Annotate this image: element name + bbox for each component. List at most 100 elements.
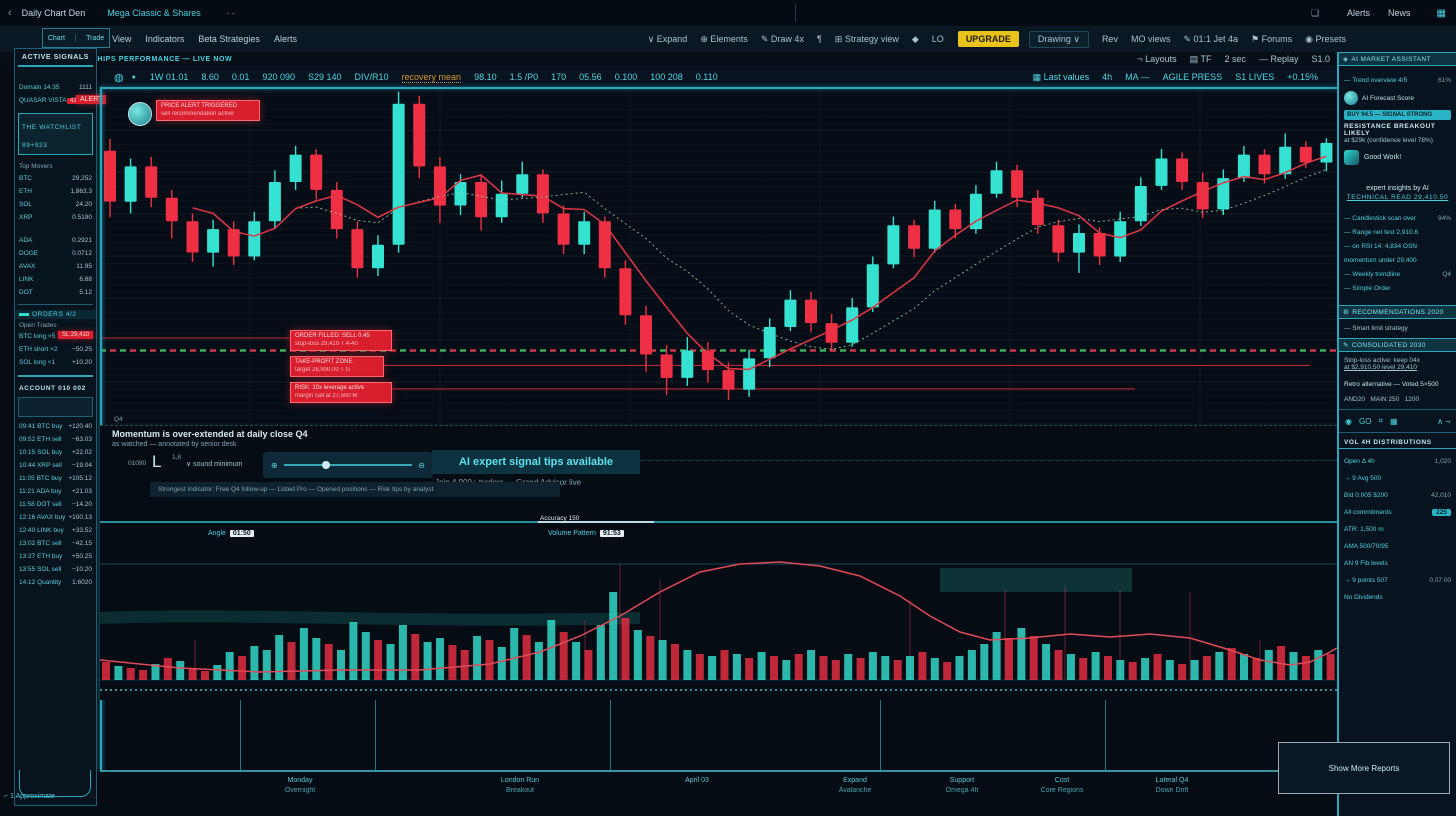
- price-alert-box[interactable]: PRICE ALERT TRIGGERED sell recommendatio…: [156, 100, 260, 121]
- ticker-secondary-item[interactable]: ▦ Last values: [1032, 71, 1090, 82]
- slider-plus-icon[interactable]: ⊖: [418, 460, 425, 470]
- list-item[interactable]: BTC 29,252: [15, 172, 96, 185]
- ribbon-item[interactable]: ▤ TF: [1189, 53, 1212, 64]
- back-icon[interactable]: ‹: [8, 7, 12, 19]
- tab-overflow-dots-icon[interactable]: · ·: [226, 8, 236, 18]
- list-item[interactable]: LINK 6.88: [15, 273, 96, 286]
- rp-item[interactable]: — Weekly trendline Q4: [1339, 267, 1456, 281]
- list-item[interactable]: 11:58 DOT sell −14.20: [15, 498, 96, 511]
- axis-label[interactable]: Lateral Q4 Down Drift: [1155, 777, 1189, 794]
- rp-tool-icon[interactable]: ⌗: [1378, 416, 1383, 425]
- list-item[interactable]: 12:16 AVAX buy +100.13: [15, 511, 96, 524]
- list-item[interactable]: 11:21 ADA buy +21.03: [15, 485, 96, 498]
- candlestick-chart[interactable]: PRICE ALERT TRIGGERED sell recommendatio…: [100, 88, 1337, 425]
- ribbon-item[interactable]: 2 sec: [1224, 54, 1246, 64]
- menu-item[interactable]: Indicators: [145, 34, 185, 44]
- list-item[interactable]: SOL long ×1 +10.20: [15, 356, 96, 369]
- toolbar-right-item[interactable]: ✎ 01:1 Jet 4a: [1183, 33, 1239, 44]
- tool-item[interactable]: ¶: [816, 34, 822, 44]
- risk-box[interactable]: RISK: 10x leverage active margin call at…: [290, 382, 392, 403]
- account-filter-input[interactable]: [18, 397, 93, 417]
- ticker-secondary-item[interactable]: +0.15%: [1287, 72, 1318, 82]
- menu-item[interactable]: View: [112, 34, 132, 44]
- upgrade-button[interactable]: UPGRADE: [957, 31, 1019, 47]
- tab-trade[interactable]: Trade: [86, 34, 105, 42]
- slider-minus-icon[interactable]: ⊕: [271, 460, 278, 470]
- rp-sec3[interactable]: ✎ CONSOLIDATED 2030: [1339, 338, 1456, 352]
- rp-item[interactable]: — Candlestick scan over 94%: [1339, 211, 1456, 225]
- collapse-icon[interactable]: ∧ ¬: [1437, 416, 1450, 426]
- rp-item[interactable]: — on RSI 14: 4,834 OSN: [1339, 239, 1456, 253]
- list-item[interactable]: ADA 0.2921: [15, 234, 96, 247]
- tool-item[interactable]: ⊕ Elements: [700, 33, 748, 44]
- axis-label[interactable]: London Run Breakout: [500, 777, 540, 794]
- signal-pill[interactable]: BUY 94.5 — SIGNAL STRONG: [1344, 110, 1451, 120]
- list-item[interactable]: ETH short ×2 −50.25: [15, 343, 96, 356]
- list-item[interactable]: XRP 0.5190: [15, 211, 96, 224]
- rp-link[interactable]: TECHNICAL READ 29,410.50: [1346, 194, 1449, 201]
- ribbon-item[interactable]: ¬ Layouts: [1137, 54, 1177, 64]
- rp-item2[interactable]: — Smart limit strategy: [1344, 325, 1408, 332]
- rp-tool-icon[interactable]: ▦: [1389, 416, 1398, 426]
- zoom-slider[interactable]: ⊕ ⊖: [263, 452, 433, 478]
- order-filled-box[interactable]: ORDER FILLED: SELL 0.45 stop-loss 29,410…: [290, 330, 392, 351]
- drawing-dropdown[interactable]: Drawing ∨: [1028, 30, 1089, 48]
- tool-item[interactable]: ◆: [911, 33, 919, 44]
- axis-label[interactable]: Monday Overnight: [284, 777, 316, 794]
- list-item[interactable]: 09:52 ETH sell −63.03: [15, 433, 96, 446]
- toolbar-right-item[interactable]: ◉ Presets: [1305, 33, 1346, 44]
- minimum-dropdown[interactable]: ∨ sound minimum: [186, 461, 243, 468]
- rp-item[interactable]: — Simple Order: [1339, 281, 1456, 295]
- panel-icon[interactable]: ❑: [1310, 7, 1320, 18]
- list-item[interactable]: DOT 5.12: [15, 286, 96, 299]
- axis-label[interactable]: April 03: [685, 777, 709, 784]
- tool-item[interactable]: LO: [931, 34, 944, 44]
- toolbar-right-item[interactable]: Rev: [1101, 34, 1118, 44]
- list-item[interactable]: 11:05 BTC buy +105.12: [15, 472, 96, 485]
- list-item[interactable]: AVAX 11.95: [15, 260, 96, 273]
- rp-line4[interactable]: at $2,910.50 level 29,410: [1344, 364, 1418, 371]
- list-item[interactable]: 10:44 XRP sell −19.04: [15, 459, 96, 472]
- list-item[interactable]: 13:27 ETH buy +50.25: [15, 550, 96, 563]
- orders-row[interactable]: ORDERS 4/2: [15, 310, 96, 319]
- menu-item[interactable]: Beta Strategies: [198, 34, 260, 44]
- ticker-secondary-item[interactable]: 4h: [1102, 72, 1113, 82]
- list-item[interactable]: 13:02 BTC sell −42.15: [15, 537, 96, 550]
- tab-symbol[interactable]: Mega Classic & Shares: [107, 8, 201, 18]
- list-item[interactable]: 13:55 SOL sell −10.20: [15, 563, 96, 576]
- list-item[interactable]: SOL 24.20: [15, 198, 96, 211]
- list-item[interactable]: 09:41 BTC buy +120.40: [15, 420, 96, 433]
- stoploss-tag[interactable]: SL 29,410: [58, 331, 94, 339]
- rp-tool-icon[interactable]: GO: [1358, 416, 1372, 426]
- take-profit-box[interactable]: TAKE-PROFIT ZONE target 28,900.00 T G: [290, 356, 384, 377]
- ai-tips-button[interactable]: AI expert signal tips available: [432, 450, 640, 474]
- axis-label[interactable]: Cost Core Regions: [1040, 777, 1084, 794]
- alert-tag[interactable]: ALERT: [76, 95, 107, 104]
- rp-header[interactable]: ◈ AI MARKET ASSISTANT: [1339, 52, 1456, 66]
- list-item[interactable]: Domain 14.35 1111: [15, 81, 96, 94]
- news-link[interactable]: News: [1388, 8, 1411, 18]
- list-item[interactable]: ETH 1,863.3: [15, 185, 96, 198]
- ribbon-item[interactable]: — Replay: [1258, 54, 1299, 64]
- draw-tool-icon[interactable]: L: [152, 452, 162, 471]
- alert-marker-icon[interactable]: [128, 102, 152, 126]
- volume-pane[interactable]: Accuracy 150 Angle 01:50 Volume Pattern …: [100, 515, 1337, 700]
- rp-tool-icon[interactable]: ◉: [1345, 416, 1352, 426]
- toolbar-right-item[interactable]: ⚑ Forums: [1251, 33, 1293, 44]
- tool-item[interactable]: ∨ Expand: [647, 33, 688, 44]
- list-item[interactable]: 14:12 Quantity 1.6020: [15, 576, 96, 589]
- ribbon-item[interactable]: S1.0: [1311, 54, 1330, 64]
- list-item[interactable]: 10:15 SOL buy +22.02: [15, 446, 96, 459]
- tool-item[interactable]: ✎ Draw 4x: [760, 33, 804, 44]
- tool-item[interactable]: ⊞ Strategy view: [834, 33, 899, 44]
- grid-layout-icon[interactable]: ▦: [1436, 7, 1446, 19]
- watchlist-box[interactable]: THE WATCHLIST 89+923: [18, 113, 93, 155]
- ticker-secondary-item[interactable]: AGILE PRESS: [1162, 72, 1223, 82]
- list-item[interactable]: 12:40 LINK buy +33.52: [15, 524, 96, 537]
- rp-item[interactable]: momentum under 29,400: [1339, 253, 1456, 267]
- list-item[interactable]: DOGE 0.0712: [15, 247, 96, 260]
- rp-item[interactable]: — Range net test 2,910.6: [1339, 225, 1456, 239]
- ticker-secondary-item[interactable]: MA —: [1125, 72, 1150, 82]
- slider-knob[interactable]: [322, 461, 331, 469]
- tab-chart[interactable]: Chart: [47, 34, 65, 42]
